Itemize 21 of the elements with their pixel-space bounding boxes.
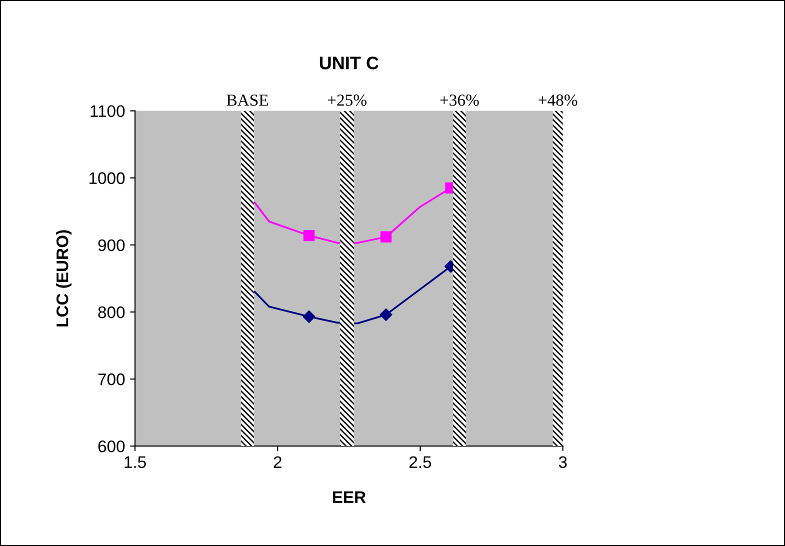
y-tick-label: 700 xyxy=(98,373,125,386)
point xyxy=(303,230,315,242)
y-tick-label: 1100 xyxy=(90,105,125,118)
point xyxy=(302,310,316,323)
y-tick-label: 900 xyxy=(98,239,125,252)
x-tick-label: 3 xyxy=(558,456,567,468)
y-axis-title: LCC (EURO) xyxy=(56,230,72,326)
x-tick-label: 2 xyxy=(274,456,282,468)
point xyxy=(380,231,392,242)
point xyxy=(380,308,392,321)
y-tick-label: 1000 xyxy=(89,172,125,184)
band-label: +48% xyxy=(538,94,578,106)
x-tick-label: 1.5 xyxy=(124,456,146,468)
x-axis-title: EER xyxy=(332,491,366,503)
band-label: +25% xyxy=(328,94,366,106)
chart-title: UNIT C xyxy=(320,56,379,70)
band-label: BASE xyxy=(226,94,268,106)
y-tick-label: 800 xyxy=(98,306,125,318)
band-label: +36% xyxy=(440,94,479,106)
x-tick-label: 2.5 xyxy=(409,456,432,468)
y-tick-label: 600 xyxy=(98,440,125,452)
